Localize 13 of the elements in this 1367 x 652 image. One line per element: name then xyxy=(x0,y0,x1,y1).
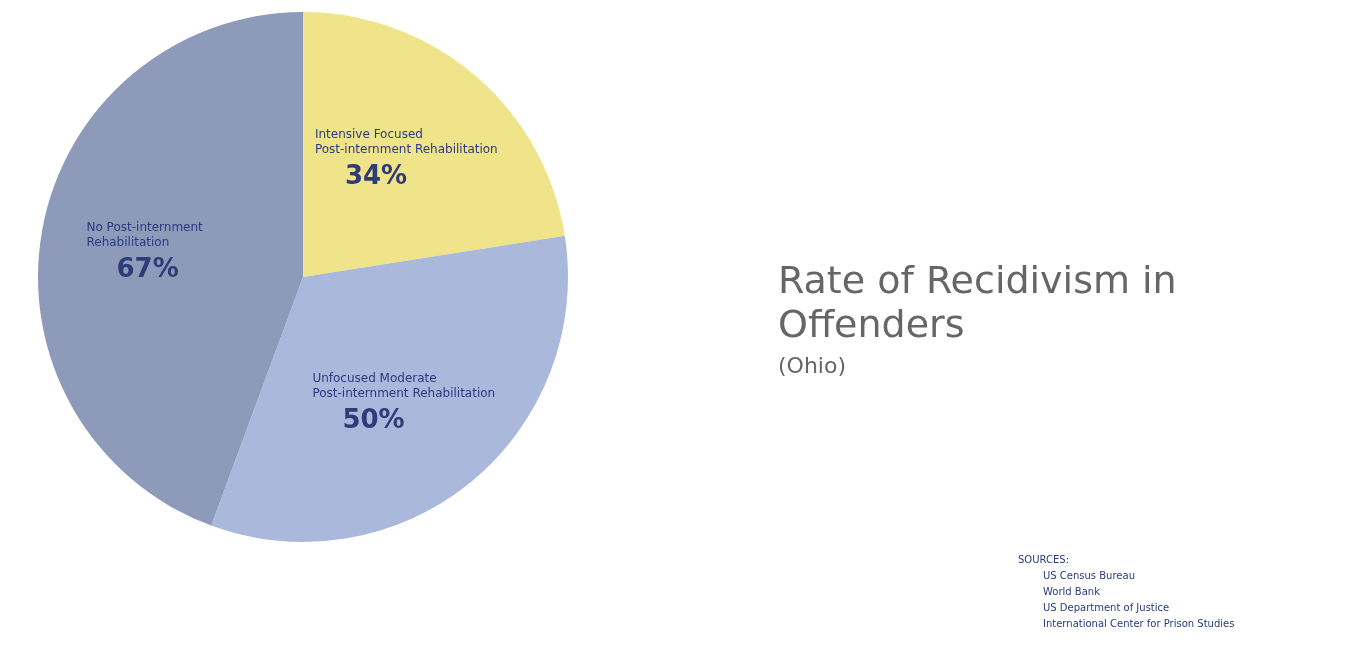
text: US Census Bureau xyxy=(1043,570,1135,581)
text: US Department of Justice xyxy=(1043,602,1170,613)
source-note: SOURCES: xyxy=(1018,554,1070,565)
text: (Ohio) xyxy=(778,353,846,378)
text: World Bank xyxy=(1043,586,1101,597)
slice-label: No Post-internment Rehabilitation xyxy=(86,220,204,250)
data-label: 67% xyxy=(116,253,179,284)
text: Rate of Recidivism in Offenders xyxy=(778,258,1177,346)
data-label: 34% xyxy=(344,160,408,191)
slice-label: Unfocused Moderate Post-internment Rehabilitation xyxy=(312,370,496,400)
text: International Center for Prison Studies xyxy=(1043,618,1235,629)
slice-label: Intensive Focused Post-internment Rehabilitation xyxy=(314,127,498,157)
data-label: 50% xyxy=(342,403,405,434)
